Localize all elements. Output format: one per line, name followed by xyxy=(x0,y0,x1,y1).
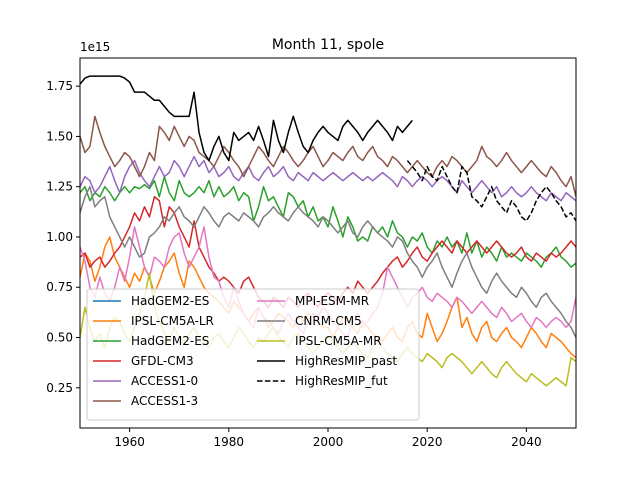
y-tick-label: 0.25 xyxy=(46,381,73,395)
series-line-9 xyxy=(80,75,413,162)
y-tick-label: 0.50 xyxy=(46,331,73,345)
legend-label-6: MPI-ESM-MR xyxy=(295,294,369,308)
x-tick-label: 1980 xyxy=(214,435,245,449)
chart-title: Month 11, spole xyxy=(272,37,384,53)
x-tick-label: 1960 xyxy=(114,435,145,449)
x-tick-label: 2020 xyxy=(412,435,443,449)
x-axis: 1960 1980 2000 2020 2040 xyxy=(114,428,542,449)
legend-box xyxy=(86,288,420,421)
legend-label-1: IPSL-CM5A-LR xyxy=(131,314,214,328)
x-tick-label: 2000 xyxy=(313,435,344,449)
y-tick-label: 1.25 xyxy=(46,180,73,194)
legend-label-2: HadGEM2-ES xyxy=(131,334,209,348)
legend-label-7: CNRM-CM5 xyxy=(295,314,362,328)
y-tick-label: 0.75 xyxy=(46,280,73,294)
y-tick-label: 1.50 xyxy=(46,129,73,143)
y-tick-label: 1.00 xyxy=(46,230,73,244)
y-tick-label: 1.75 xyxy=(46,79,73,93)
y-offset-label: 1e15 xyxy=(80,40,110,54)
series-line-2 xyxy=(80,175,576,268)
legend: HadGEM2-ES IPSL-CM5A-LR HadGEM2-ES GFDL-CM3… xyxy=(86,288,420,421)
legend-label-5: ACCESS1-3 xyxy=(131,394,198,408)
legend-label-9: HighResMIP_past xyxy=(295,354,397,368)
legend-label-4: ACCESS1-0 xyxy=(131,374,198,388)
legend-label-8: IPSL-CM5A-MR xyxy=(295,334,382,348)
x-tick-label: 2040 xyxy=(511,435,542,449)
series-line-5 xyxy=(80,115,576,197)
legend-label-3: GFDL-CM3 xyxy=(131,354,194,368)
series-line-10 xyxy=(406,160,576,223)
legend-label-0: HadGEM2-ES xyxy=(131,294,209,308)
series-line-7 xyxy=(80,185,576,338)
legend-label-10: HighResMIP_fut xyxy=(295,374,388,388)
y-axis: 0.25 0.50 0.75 1.00 1.25 1.50 1.75 xyxy=(46,79,80,395)
